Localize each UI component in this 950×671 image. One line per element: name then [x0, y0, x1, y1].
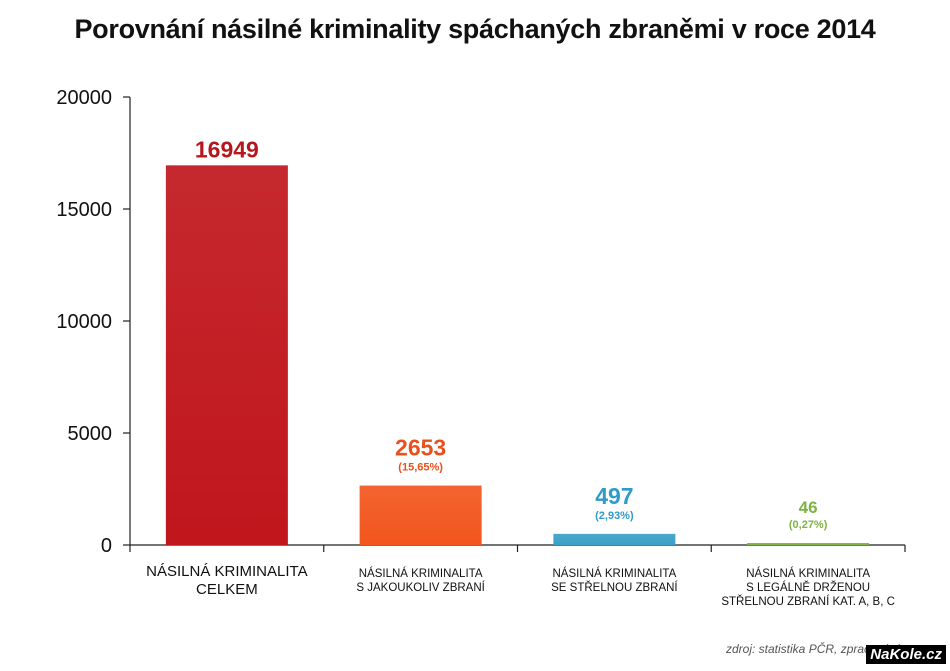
- chart-title: Porovnání násilné kriminality spáchaných…: [74, 14, 876, 44]
- category-label: NÁSILNÁ KRIMINALITA: [552, 567, 676, 580]
- y-tick-label: 20000: [56, 87, 112, 109]
- bar: [359, 485, 482, 545]
- value-label: 46: [799, 498, 818, 517]
- percent-label: (15,65%): [398, 462, 443, 474]
- percent-label: (0,27%): [789, 519, 828, 531]
- watermark-logo: NaKole.cz: [866, 645, 946, 664]
- y-tick-label: 10000: [56, 311, 112, 333]
- source-note: zdroj: statistika PČR, zpracování: [726, 642, 900, 656]
- category-label: NÁSILNÁ KRIMINALITA: [359, 567, 483, 580]
- y-tick-label: 15000: [56, 199, 112, 221]
- bar: [165, 165, 288, 545]
- category-label: NÁSILNÁ KRIMINALITA: [146, 563, 307, 580]
- y-tick-label: 0: [101, 535, 112, 557]
- bar: [553, 533, 676, 545]
- y-tick-label: 5000: [68, 423, 113, 445]
- value-label: 2653: [395, 435, 446, 461]
- category-label: S JAKOUKOLIV ZBRANÍ: [356, 581, 485, 594]
- category-label: SE STŘELNOU ZBRANÍ: [551, 581, 678, 594]
- percent-label: (2,93%): [595, 510, 634, 522]
- bar: [747, 543, 870, 545]
- category-label: NÁSILNÁ KRIMINALITA: [746, 567, 870, 580]
- category-label: S LEGÁLNĚ DRŽENOU: [746, 581, 870, 594]
- value-label: 497: [595, 483, 633, 509]
- category-label: STŘELNOU ZBRANÍ KAT. A, B, C: [721, 595, 895, 608]
- value-label: 16949: [195, 136, 259, 162]
- category-label: CELKEM: [196, 581, 258, 598]
